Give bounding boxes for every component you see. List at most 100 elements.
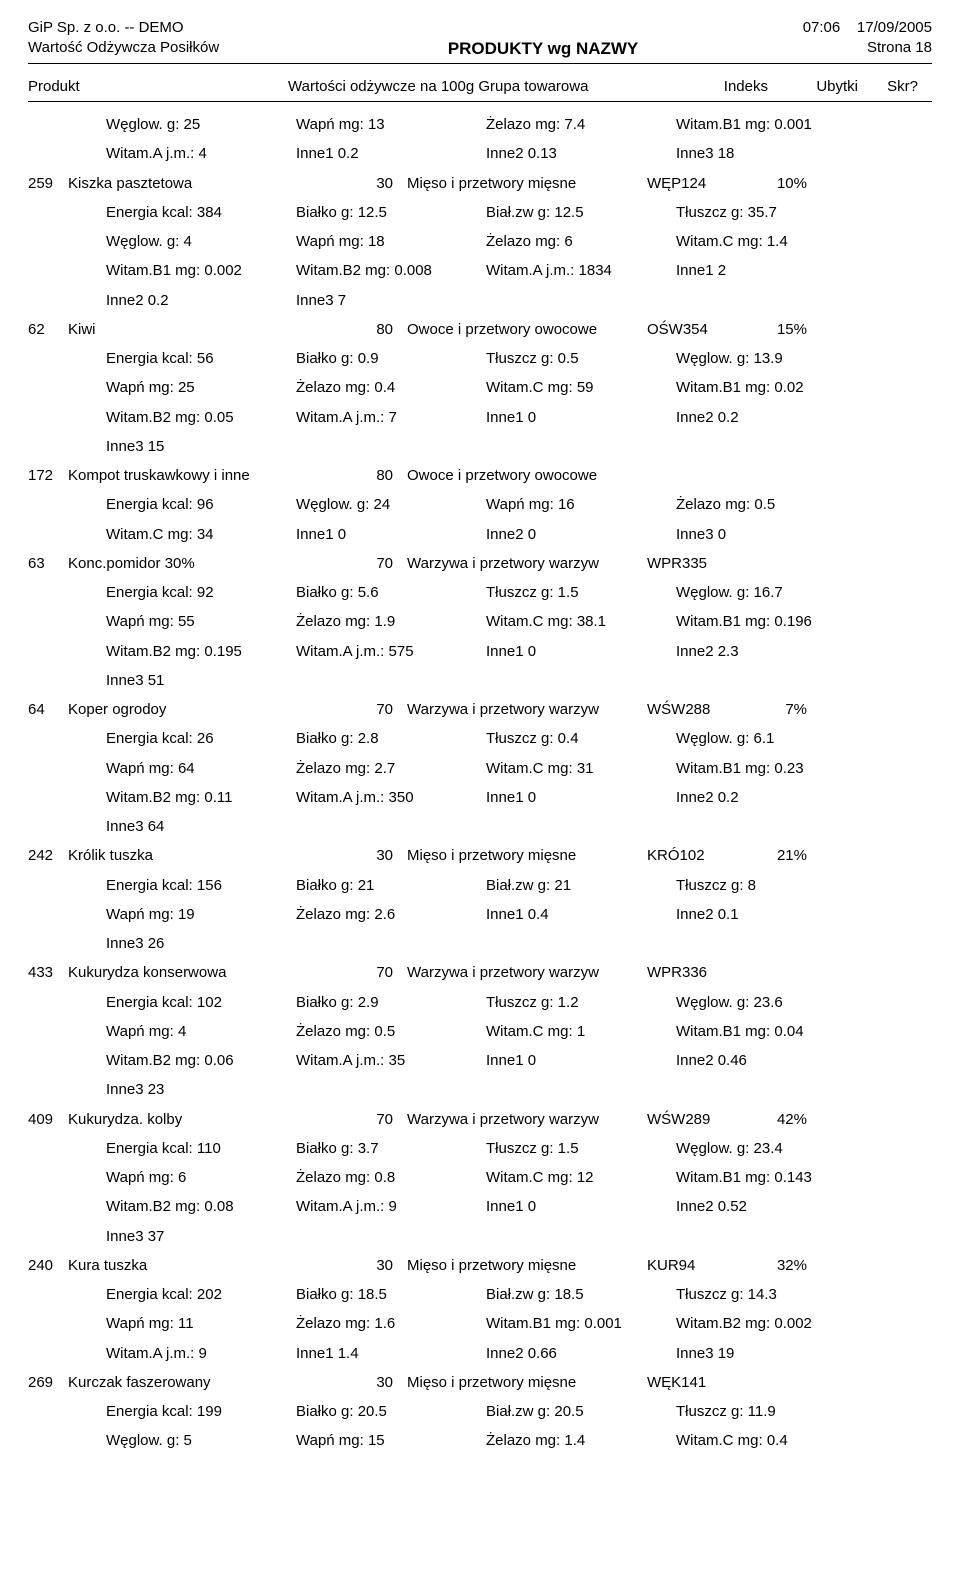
nutrient-value: Inne1 2 — [676, 256, 866, 285]
nutrient-value: Witam.B1 mg: 0.23 — [676, 754, 866, 783]
product-group: Mięso i przetwory mięsne — [407, 1251, 647, 1280]
product-index: WŚW288 — [647, 695, 737, 724]
nutrient-value: Wapń mg: 6 — [106, 1163, 296, 1192]
product-row: 259Kiszka pasztetowa30Mięso i przetwory … — [28, 169, 932, 198]
nutrient-value: Inne3 23 — [106, 1075, 296, 1104]
product-row: 433Kukurydza konserwowa70Warzywa i przet… — [28, 958, 932, 987]
product-row: 409Kukurydza. kolby70Warzywa i przetwory… — [28, 1105, 932, 1134]
column-header-row: Produkt Wartości odżywcze na 100g Grupa … — [28, 78, 932, 95]
product-qty: 80 — [333, 315, 407, 344]
nutrient-value — [676, 286, 866, 315]
nutrient-value: Witam.B2 mg: 0.06 — [106, 1046, 296, 1075]
nutrient-value: Witam.B1 mg: 0.002 — [106, 256, 296, 285]
nutrient-value: Inne3 51 — [106, 666, 296, 695]
product-row: 64Koper ogrodoy70Warzywa i przetwory war… — [28, 695, 932, 724]
nutrient-value — [676, 929, 866, 958]
nutrient-value — [296, 666, 486, 695]
nutrient-value — [296, 432, 486, 461]
product-name: Konc.pomidor 30% — [68, 549, 333, 578]
nutrient-grid: Energia kcal: 202Białko g: 18.5Biał.zw g… — [106, 1280, 932, 1368]
nutrient-value: Węglow. g: 6.1 — [676, 724, 866, 753]
nutrient-value — [676, 1075, 866, 1104]
product-ubytki: 42% — [737, 1105, 807, 1134]
nutrient-value — [296, 1075, 486, 1104]
nutrient-value: Inne2 0.1 — [676, 900, 866, 929]
nutrient-value: Tłuszcz g: 35.7 — [676, 198, 866, 227]
nutrient-value: Witam.C mg: 1.4 — [676, 227, 866, 256]
nutrient-value: Żelazo mg: 1.6 — [296, 1309, 486, 1338]
nutrient-value: Białko g: 5.6 — [296, 578, 486, 607]
nutrient-value: Tłuszcz g: 1.5 — [486, 578, 676, 607]
product-qty: 70 — [333, 695, 407, 724]
nutrient-value — [486, 432, 676, 461]
nutrient-grid: Węglow. g: 25Wapń mg: 13Żelazo mg: 7.4Wi… — [106, 110, 932, 169]
product-index: WPR336 — [647, 958, 737, 987]
product-id: 240 — [28, 1251, 68, 1280]
nutrient-value: Inne1 0 — [486, 1192, 676, 1221]
nutrient-value: Inne2 0.2 — [676, 403, 866, 432]
nutrient-grid: Energia kcal: 26Białko g: 2.8Tłuszcz g: … — [106, 724, 932, 841]
nutrient-value: Tłuszcz g: 14.3 — [676, 1280, 866, 1309]
nutrient-value: Białko g: 0.9 — [296, 344, 486, 373]
nutrient-value: Energia kcal: 102 — [106, 988, 296, 1017]
nutrient-value: Inne3 18 — [676, 139, 866, 168]
nutrient-value: Wapń mg: 15 — [296, 1426, 486, 1455]
nutrient-value: Inne2 2.3 — [676, 637, 866, 666]
nutrient-value: Białko g: 12.5 — [296, 198, 486, 227]
product-ubytki: 7% — [737, 695, 807, 724]
nutrient-value: Witam.B2 mg: 0.05 — [106, 403, 296, 432]
nutrient-value: Witam.C mg: 1 — [486, 1017, 676, 1046]
nutrient-value — [676, 1222, 866, 1251]
nutrient-grid: Energia kcal: 92Białko g: 5.6Tłuszcz g: … — [106, 578, 932, 695]
nutrient-value: Energia kcal: 384 — [106, 198, 296, 227]
col-grupa: Wartości odżywcze na 100g Grupa towarowa — [288, 78, 618, 95]
product-qty: 30 — [333, 1368, 407, 1397]
nutrient-value: Witam.B1 mg: 0.001 — [486, 1309, 676, 1338]
product-name: Kukurydza konserwowa — [68, 958, 333, 987]
product-row: 242Królik tuszka30Mięso i przetwory mięs… — [28, 841, 932, 870]
page-number: Strona 18 — [867, 38, 932, 61]
column-rule — [28, 101, 932, 102]
nutrient-value: Witam.C mg: 12 — [486, 1163, 676, 1192]
product-ubytki: 10% — [737, 169, 807, 198]
report-header-line2: Wartość Odżywcza Posiłków PRODUKTY wg NA… — [28, 38, 932, 61]
nutrient-grid: Energia kcal: 199Białko g: 20.5Biał.zw g… — [106, 1397, 932, 1456]
nutrient-value: Węglow. g: 23.4 — [676, 1134, 866, 1163]
product-row: 172Kompot truskawkowy i inne80Owoce i pr… — [28, 461, 932, 490]
product-group: Warzywa i przetwory warzyw — [407, 549, 647, 578]
product-group: Warzywa i przetwory warzyw — [407, 1105, 647, 1134]
nutrient-value: Żelazo mg: 1.9 — [296, 607, 486, 636]
product-ubytki: 21% — [737, 841, 807, 870]
nutrient-value: Witam.B1 mg: 0.04 — [676, 1017, 866, 1046]
product-id: 259 — [28, 169, 68, 198]
product-group: Owoce i przetwory owocowe — [407, 461, 647, 490]
nutrient-value: Węglow. g: 25 — [106, 110, 296, 139]
nutrient-grid: Energia kcal: 96Węglow. g: 24Wapń mg: 16… — [106, 490, 932, 549]
product-ubytki — [737, 461, 807, 490]
col-produkt: Produkt — [28, 78, 288, 95]
nutrient-value: Wapń mg: 55 — [106, 607, 296, 636]
product-group: Mięso i przetwory mięsne — [407, 169, 647, 198]
nutrient-value: Węglow. g: 5 — [106, 1426, 296, 1455]
nutrient-value: Witam.B2 mg: 0.08 — [106, 1192, 296, 1221]
nutrient-value: Białko g: 2.9 — [296, 988, 486, 1017]
product-index: WPR335 — [647, 549, 737, 578]
report-header-line1: GiP Sp. z o.o. -- DEMO 07:06 17/09/2005 — [28, 18, 932, 38]
nutrient-value: Witam.C mg: 0.4 — [676, 1426, 866, 1455]
report-title: PRODUKTY wg NAZWY — [448, 38, 638, 61]
nutrient-value — [296, 1222, 486, 1251]
nutrient-value — [296, 929, 486, 958]
nutrient-value — [676, 812, 866, 841]
product-qty: 80 — [333, 461, 407, 490]
nutrient-value: Żelazo mg: 1.4 — [486, 1426, 676, 1455]
nutrient-value: Wapń mg: 4 — [106, 1017, 296, 1046]
product-id: 62 — [28, 315, 68, 344]
nutrient-value: Żelazo mg: 6 — [486, 227, 676, 256]
nutrient-value: Witam.A j.m.: 1834 — [486, 256, 676, 285]
nutrient-value: Biał.zw g: 18.5 — [486, 1280, 676, 1309]
nutrient-value: Witam.A j.m.: 9 — [296, 1192, 486, 1221]
nutrient-value: Witam.A j.m.: 350 — [296, 783, 486, 812]
nutrient-value: Węglow. g: 13.9 — [676, 344, 866, 373]
nutrient-value: Inne1 0.2 — [296, 139, 486, 168]
product-index: WĘP124 — [647, 169, 737, 198]
